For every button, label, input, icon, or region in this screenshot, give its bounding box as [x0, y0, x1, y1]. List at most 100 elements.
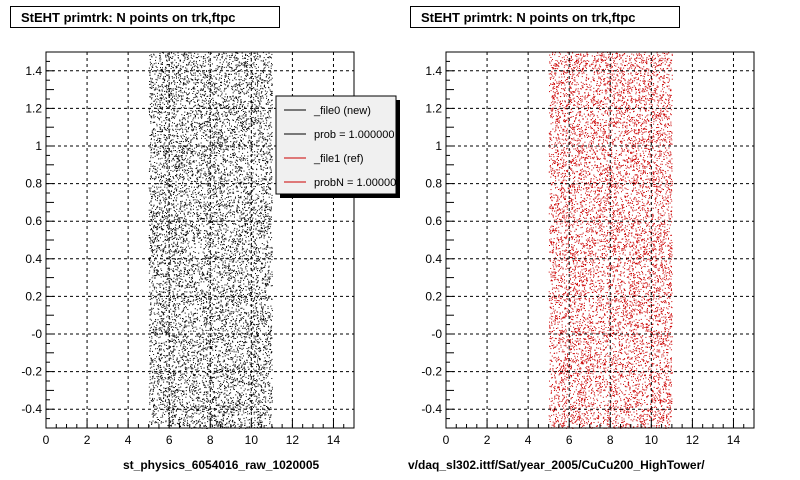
data-point — [176, 303, 178, 305]
data-point — [210, 320, 211, 321]
data-point — [176, 73, 178, 74]
data-point — [239, 168, 241, 170]
data-point — [242, 288, 244, 290]
data-point — [231, 161, 233, 163]
data-point — [241, 155, 243, 157]
data-point — [257, 83, 259, 85]
data-point — [155, 71, 157, 73]
data-point — [149, 299, 151, 300]
data-point — [152, 231, 154, 233]
data-point — [157, 211, 159, 213]
data-point — [186, 94, 188, 96]
data-point — [237, 181, 239, 183]
data-point — [192, 119, 194, 121]
data-point — [267, 132, 269, 134]
data-point — [222, 264, 224, 266]
data-point — [200, 405, 202, 407]
data-point — [255, 353, 257, 355]
data-point — [206, 392, 208, 394]
data-point — [245, 131, 247, 133]
data-point — [224, 284, 226, 286]
data-point — [250, 121, 252, 123]
data-point — [215, 371, 217, 373]
data-point — [161, 306, 163, 308]
data-point — [157, 206, 159, 208]
data-point — [218, 150, 220, 151]
data-point — [161, 112, 163, 114]
data-point — [178, 352, 180, 354]
data-point — [172, 251, 174, 253]
data-point — [187, 423, 189, 425]
data-point — [155, 342, 157, 344]
data-point — [217, 295, 219, 297]
data-point — [177, 262, 179, 264]
data-point — [255, 273, 256, 274]
data-point — [251, 381, 253, 383]
data-point — [211, 275, 213, 277]
data-point — [230, 342, 232, 344]
data-point — [238, 73, 240, 75]
data-point — [184, 279, 186, 281]
data-point — [228, 211, 229, 213]
data-point — [152, 359, 154, 361]
data-point — [159, 336, 161, 338]
data-point — [231, 416, 233, 418]
data-point — [205, 196, 207, 198]
data-point — [171, 352, 173, 354]
data-point — [217, 89, 219, 90]
data-point — [182, 336, 184, 338]
data-point — [214, 266, 216, 268]
data-point — [180, 253, 182, 255]
data-point — [193, 399, 195, 401]
data-point — [237, 301, 239, 303]
data-point — [242, 229, 244, 231]
data-point — [223, 83, 225, 85]
data-point — [192, 315, 194, 317]
data-point — [268, 266, 270, 268]
data-point — [214, 88, 215, 90]
data-point — [268, 109, 270, 111]
data-point — [233, 238, 235, 240]
data-point — [165, 411, 167, 413]
data-point — [242, 327, 244, 329]
data-point — [217, 388, 219, 390]
data-point — [240, 284, 242, 286]
data-point — [233, 298, 235, 300]
data-point — [271, 84, 273, 86]
data-point — [185, 316, 187, 318]
data-point — [222, 148, 224, 150]
data-point — [264, 179, 266, 181]
data-point — [184, 379, 186, 381]
data-point — [263, 392, 265, 394]
data-point — [166, 85, 168, 87]
data-point — [155, 56, 157, 58]
data-point — [176, 337, 177, 339]
data-point — [158, 109, 159, 111]
data-point — [183, 300, 185, 301]
data-point — [181, 114, 183, 116]
data-point — [252, 181, 254, 183]
data-point — [261, 82, 262, 84]
data-point — [181, 258, 183, 260]
data-point — [194, 233, 195, 235]
data-point — [202, 163, 203, 165]
data-point — [196, 111, 198, 113]
data-point — [251, 332, 253, 334]
data-point — [208, 413, 210, 415]
data-point — [223, 173, 225, 175]
data-point — [214, 169, 216, 171]
data-point — [158, 117, 160, 119]
data-point — [228, 55, 230, 57]
data-point — [190, 152, 192, 154]
data-point — [223, 159, 225, 161]
data-point — [264, 366, 266, 368]
data-point — [230, 133, 232, 134]
data-point — [205, 277, 207, 279]
data-point — [185, 133, 187, 135]
data-point — [170, 260, 171, 262]
data-point — [193, 286, 195, 288]
data-point — [255, 339, 257, 341]
data-point — [242, 385, 244, 387]
data-point — [215, 92, 217, 94]
data-point — [159, 131, 161, 133]
